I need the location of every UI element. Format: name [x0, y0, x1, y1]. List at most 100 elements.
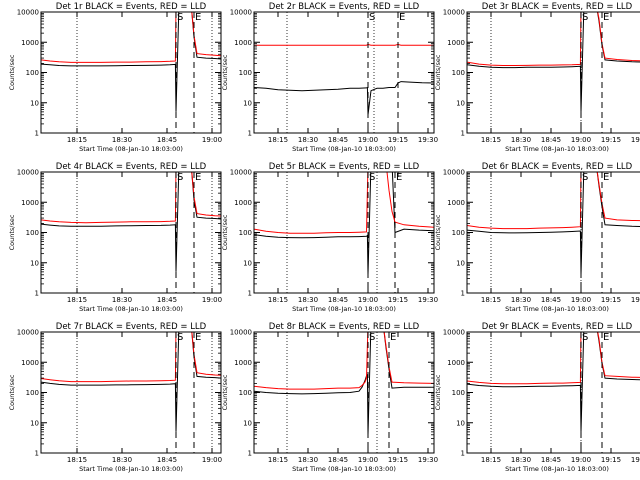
x-tick-label: 19:00 — [202, 296, 222, 304]
x-tick-label: 18:45 — [541, 296, 561, 304]
series-line-events — [254, 172, 434, 275]
y-tick-label: 10 — [30, 259, 39, 267]
y-tick-label: 1000 — [21, 39, 39, 47]
x-tick-label: 18:30 — [511, 136, 531, 144]
x-tick-label: 19:30 — [418, 136, 438, 144]
x-tick-label: 18:15 — [268, 136, 288, 144]
y-tick-label: 100 — [239, 229, 252, 237]
y-tick-label: 1 — [248, 290, 252, 298]
series-line-lld — [41, 332, 221, 383]
y-tick-label: 1 — [248, 130, 252, 138]
x-tick-label: 19:00 — [571, 296, 591, 304]
y-tick-label: 10 — [30, 99, 39, 107]
y-tick-label: 100 — [26, 69, 39, 77]
x-tick-label: 19:15 — [601, 456, 621, 464]
x-tick-label: 18:30 — [511, 456, 531, 464]
y-tick-label: 10 — [456, 259, 465, 267]
y-axis-label: Counts/sec — [8, 54, 16, 90]
x-axis-label: Start Time (08-Jan-10 18:03:00) — [79, 145, 183, 153]
y-tick-label: 1 — [461, 130, 465, 138]
start-marker-label: S — [369, 12, 375, 23]
panel-title: Det 1r BLACK = Events, RED = LLD — [56, 2, 207, 12]
y-tick-label: 1 — [35, 450, 39, 458]
series-line-events — [467, 332, 640, 432]
series-line-lld — [254, 332, 434, 390]
x-tick-label: 18:15 — [67, 456, 87, 464]
y-tick-label: 100 — [452, 229, 465, 237]
y-tick-label: 10 — [243, 99, 252, 107]
y-tick-label: 100 — [26, 389, 39, 397]
series-line-lld — [467, 332, 640, 385]
x-tick-label: 18:45 — [541, 136, 561, 144]
y-tick-label: 10000 — [17, 329, 39, 337]
start-marker-label: S — [582, 172, 588, 183]
y-tick-label: 10000 — [230, 9, 252, 17]
start-marker-label: S — [582, 12, 588, 23]
start-marker-label: S — [369, 332, 375, 343]
panel-title: Det 5r BLACK = Events, RED = LLD — [269, 162, 420, 172]
series-line-lld — [467, 12, 640, 66]
y-tick-label: 100 — [26, 229, 39, 237]
x-tick-label: 18:15 — [67, 296, 87, 304]
x-tick-label: 18:45 — [328, 296, 348, 304]
y-tick-label: 10000 — [443, 9, 465, 17]
series-line-lld — [254, 172, 434, 234]
y-tick-label: 100 — [452, 389, 465, 397]
y-tick-label: 10000 — [17, 169, 39, 177]
x-tick-label: 18:30 — [298, 136, 318, 144]
x-tick-label: 18:15 — [268, 456, 288, 464]
x-tick-label: 18:30 — [298, 456, 318, 464]
y-axis-label: Counts/sec — [221, 214, 229, 250]
y-axis-label: Counts/sec — [434, 54, 442, 90]
y-axis-label: Counts/sec — [221, 54, 229, 90]
x-tick-label: 19:00 — [202, 456, 222, 464]
series-line-events — [467, 172, 640, 275]
y-tick-label: 100 — [239, 389, 252, 397]
y-tick-label: 1 — [35, 290, 39, 298]
start-marker-label: S — [582, 332, 588, 343]
x-axis-label: Start Time (08-Jan-10 18:03:00) — [505, 145, 609, 153]
end-marker-label: E — [195, 12, 201, 23]
x-tick-label: 18:45 — [157, 296, 177, 304]
y-tick-label: 1 — [461, 290, 465, 298]
x-tick-label: 18:30 — [112, 296, 132, 304]
start-marker-label: S — [177, 12, 183, 23]
x-tick-label: 19:15 — [388, 456, 408, 464]
y-tick-label: 1000 — [234, 359, 252, 367]
y-tick-label: 10 — [243, 419, 252, 427]
series-line-lld — [254, 43, 434, 46]
plot-frame — [466, 331, 640, 454]
y-tick-label: 10000 — [17, 9, 39, 17]
series-line-events — [467, 12, 640, 112]
x-tick-label: 18:15 — [268, 296, 288, 304]
start-marker-label: S — [177, 172, 183, 183]
end-marker-label: E — [195, 332, 201, 343]
y-tick-label: 100 — [239, 69, 252, 77]
series-line-events — [254, 81, 434, 115]
y-tick-label: 10 — [243, 259, 252, 267]
x-tick-label: 19:30 — [631, 456, 640, 464]
x-tick-label: 18:30 — [511, 296, 531, 304]
y-tick-label: 1000 — [21, 359, 39, 367]
x-tick-label: 19:00 — [571, 456, 591, 464]
x-axis-label: Start Time (08-Jan-10 18:03:00) — [292, 145, 396, 153]
x-tick-label: 18:30 — [298, 296, 318, 304]
x-tick-label: 19:15 — [388, 296, 408, 304]
y-tick-label: 1000 — [447, 359, 465, 367]
y-tick-label: 10000 — [443, 329, 465, 337]
panel-title: Det 8r BLACK = Events, RED = LLD — [269, 322, 420, 332]
x-tick-label: 18:15 — [67, 136, 87, 144]
x-tick-label: 19:15 — [601, 296, 621, 304]
y-axis-label: Counts/sec — [221, 374, 229, 410]
x-axis-label: Start Time (08-Jan-10 18:03:00) — [505, 305, 609, 313]
y-tick-label: 1 — [461, 450, 465, 458]
x-tick-label: 19:15 — [601, 136, 621, 144]
x-tick-label: 19:00 — [202, 136, 222, 144]
